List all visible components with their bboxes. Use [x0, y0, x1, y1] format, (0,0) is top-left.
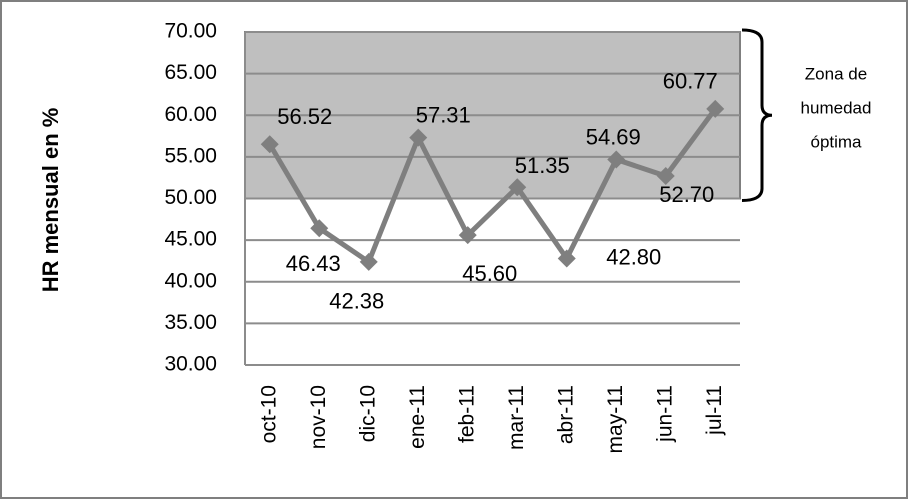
- y-tick-label: 70.00: [164, 20, 217, 43]
- y-tick-label: 40.00: [164, 269, 217, 292]
- data-point: [607, 150, 626, 169]
- data-point: [359, 252, 378, 271]
- zone-label: óptima: [810, 132, 862, 151]
- data-point: [310, 219, 329, 238]
- data-point: [656, 167, 675, 186]
- data-point: [458, 226, 477, 245]
- zone-label: humedad: [801, 98, 872, 117]
- data-line: [267, 107, 718, 266]
- data-label: 45.60: [462, 261, 517, 286]
- zone-label: Zona de: [805, 64, 867, 83]
- x-tick-label: ene-11: [406, 385, 429, 449]
- x-tick-label: may-11: [604, 385, 627, 453]
- y-tick-label: 30.00: [164, 353, 217, 376]
- x-tick-label: jul-11: [703, 385, 726, 436]
- y-tick-label: 60.00: [164, 103, 217, 126]
- x-tick-label: feb-11: [455, 385, 478, 443]
- x-tick-label: nov-10: [307, 385, 330, 449]
- data-point: [508, 178, 527, 197]
- data-label: 60.77: [663, 69, 718, 94]
- data-point: [557, 249, 576, 268]
- y-axis-label: HR mensual en %: [38, 108, 63, 293]
- y-tick-label: 65.00: [164, 61, 217, 84]
- y-tick-label: 50.00: [164, 186, 217, 209]
- x-tick-label: abr-11: [554, 385, 577, 444]
- data-point: [706, 99, 725, 118]
- data-label: 46.43: [286, 251, 341, 276]
- data-label: 42.38: [329, 289, 384, 314]
- data-point: [260, 135, 279, 154]
- y-tick-label: 55.00: [164, 144, 217, 167]
- x-tick-label: mar-11: [505, 385, 528, 450]
- data-label: 52.70: [659, 182, 714, 207]
- x-tick-label: oct-10: [257, 385, 280, 443]
- data-point: [409, 128, 428, 147]
- y-tick-label: 35.00: [164, 311, 217, 334]
- data-label: 42.80: [606, 244, 661, 269]
- data-label: 57.31: [416, 102, 471, 127]
- x-tick-label: dic-10: [356, 385, 379, 442]
- y-tick-label: 45.00: [164, 228, 217, 251]
- data-label: 51.35: [515, 153, 570, 178]
- data-label: 56.52: [277, 104, 332, 129]
- zone-brace: [741, 28, 773, 202]
- data-label: 54.69: [586, 124, 641, 149]
- x-tick-label: jun-11: [653, 385, 676, 443]
